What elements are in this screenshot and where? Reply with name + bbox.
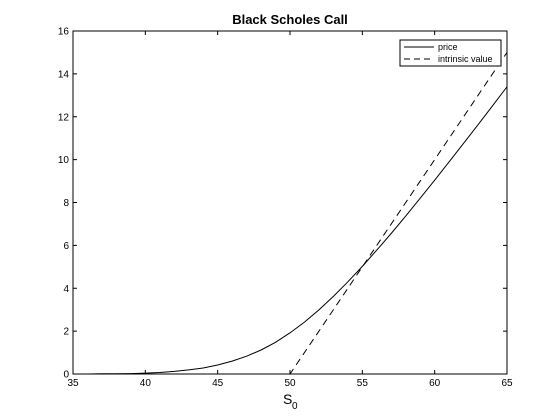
legend-label-intrinsic-value: intrinsic value <box>438 54 493 64</box>
x-tick-label: 50 <box>284 378 296 389</box>
x-tick-label: 40 <box>140 378 152 389</box>
x-axis-label: S <box>283 391 292 407</box>
chart-title: Black Scholes Call <box>232 12 348 27</box>
y-tick-label: 2 <box>63 327 69 338</box>
x-tick-label: 65 <box>501 378 513 389</box>
y-tick-label: 0 <box>63 370 69 381</box>
legend-label-price: price <box>438 42 458 52</box>
x-tick-label: 60 <box>429 378 441 389</box>
y-tick-label: 12 <box>58 112 70 123</box>
y-tick-label: 14 <box>58 69 70 80</box>
x-tick-label: 35 <box>67 378 79 389</box>
y-tick-label: 10 <box>58 155 70 166</box>
x-axis-label-subscript: 0 <box>292 401 298 412</box>
y-tick-label: 16 <box>58 27 70 38</box>
y-tick-label: 6 <box>63 241 69 252</box>
y-tick-label: 8 <box>63 198 69 209</box>
tick-layer: 35 40 45 50 55 60 65 0 2 4 6 8 10 12 14 16 <box>58 27 513 390</box>
x-tick-label: 55 <box>357 378 369 389</box>
legend-box <box>399 39 502 67</box>
plot-background <box>73 31 507 374</box>
y-tick-label: 4 <box>63 284 69 295</box>
x-tick-label: 45 <box>212 378 224 389</box>
x-axis-label-main: S <box>283 391 292 407</box>
legend: price intrinsic value <box>399 39 502 67</box>
